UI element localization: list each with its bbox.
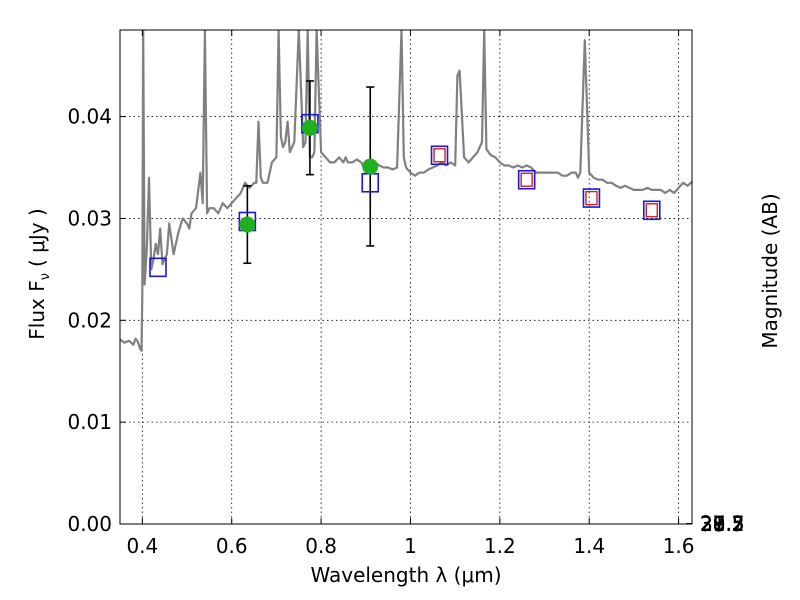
model-point [582,188,601,208]
magnitude-tick-label: 31 [700,512,725,536]
x-tick-label: 0.6 [216,534,248,558]
model-point-inner [520,172,533,187]
y-tick-label: 0.01 [67,410,112,434]
x-axis-label: Wavelength λ (μm) [310,563,501,587]
observed-point [301,119,318,136]
magnitude-tick-label: 28.5 [700,512,745,536]
y-tick-label: 0.04 [67,105,112,129]
magnitude-tick-label: 27.5 [700,512,745,536]
observed-point [362,158,379,175]
x-tick-label: 1 [404,534,417,558]
model-point-inner [585,190,598,206]
observed-points [239,119,379,233]
y-axis-label-subscript: ν [38,273,53,280]
y-axis-label: Flux Fν ( μJy ) [25,208,53,339]
y-tick-label: 0.00 [67,512,112,536]
svg-text:Flux Fν( μJy ): Flux Fν ( μJy ) [25,208,53,339]
magnitude-tick-label: 27.2 [700,512,745,536]
x-tick-label: 1.6 [663,534,695,558]
template-spectrum [120,30,692,352]
axis-ticks: 0.4 0.6 0.8 1 1.2 1.4 1.6 0.00 0.01 0.02 0.03 0.04 2… [67,30,745,558]
magnitude-tick-label: 29.5 [700,512,745,536]
magnitude-tick-label: 27.3 [700,512,745,536]
x-tick-label: 0.8 [305,534,337,558]
y-tick-label: 0.03 [67,206,112,230]
x-tick-label: 0.4 [126,534,158,558]
spectrum-line [120,30,692,352]
model-point [430,145,449,166]
y-tick-label: 0.02 [67,308,112,332]
model-point [517,169,536,190]
y-axis-label-unit: ( μJy ) [25,208,49,267]
x-tick-label: 1.4 [573,534,605,558]
y-axis-label-main: Flux F [25,280,49,339]
right-axis-label: Magnitude (AB) [758,193,782,348]
observed-point [239,216,256,233]
plot-frame [119,29,693,525]
magnitude-tick-label: 29 [700,512,725,536]
magnitude-tick-label: 28.2 [700,512,745,536]
model-point [642,200,661,221]
model-points [149,113,661,278]
magnitude-tick-label: 27.7 [700,512,745,536]
magnitude-tick-label: 30 [700,512,725,536]
model-point [149,257,167,278]
model-point-inner [433,148,446,163]
magnitude-tick-label: 28 [700,512,725,536]
x-tick-label: 1.2 [484,534,516,558]
model-point-inner [645,203,658,218]
